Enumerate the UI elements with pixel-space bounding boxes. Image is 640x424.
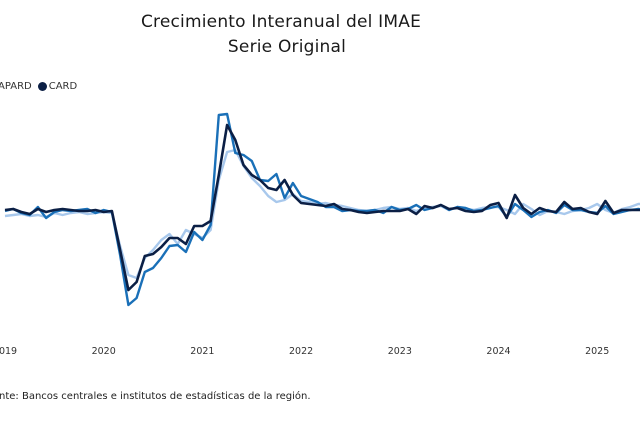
- x-tick-label: 2019: [0, 346, 17, 357]
- x-tick-label: 2021: [190, 346, 214, 357]
- chart-legend: APARD CARD: [0, 81, 77, 92]
- x-tick-label: 2023: [388, 346, 412, 357]
- source-note: nte: Bancos centrales e institutos de es…: [0, 391, 311, 402]
- series-line-apard: [4, 148, 640, 280]
- x-tick-label: 2025: [585, 346, 609, 357]
- legend-label-card: CARD: [48, 81, 78, 92]
- legend-label-apard: APARD: [0, 81, 32, 92]
- legend-dot-card: [37, 82, 47, 91]
- chart-title: Crecimiento Interanual del IMAE: [140, 12, 422, 32]
- x-tick-label: 2024: [486, 346, 510, 357]
- chart-subtitle: Serie Original: [227, 37, 347, 57]
- x-tick-label: 2020: [92, 346, 116, 357]
- x-tick-label: 2022: [289, 346, 313, 357]
- series-line-card: [4, 123, 640, 292]
